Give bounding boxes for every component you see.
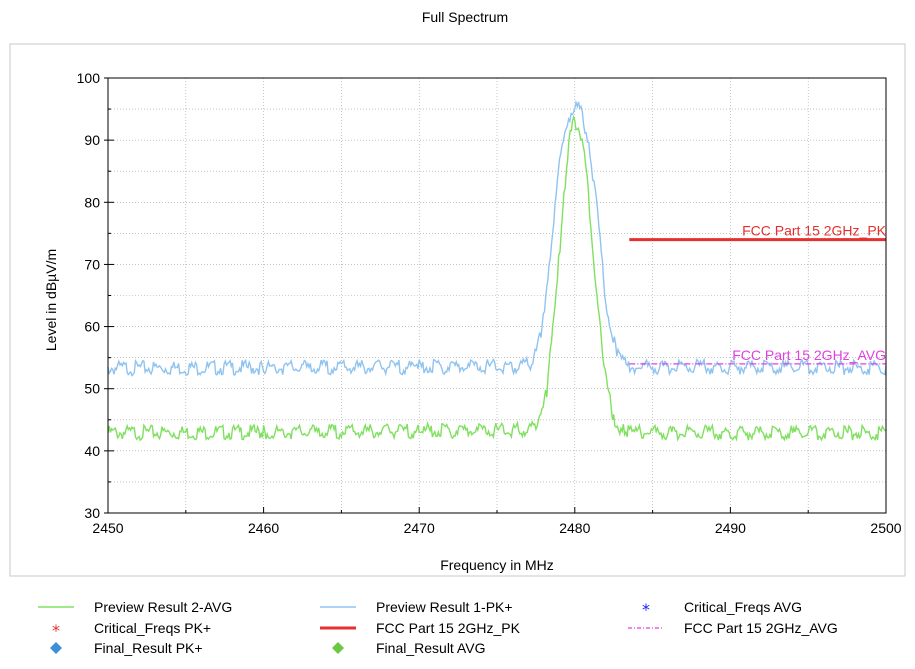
x-tick-label: 2460 bbox=[248, 520, 279, 536]
asterisk-icon: * bbox=[52, 621, 60, 640]
series-line-0 bbox=[107, 114, 887, 442]
y-tick-label: 40 bbox=[84, 443, 100, 459]
axes bbox=[104, 77, 887, 514]
x-tick-label: 2480 bbox=[559, 520, 590, 536]
y-tick-label: 100 bbox=[77, 70, 101, 86]
legend-label: Preview Result 1-PK+ bbox=[376, 599, 513, 615]
legend-item: FCC Part 15 2GHz_AVG bbox=[628, 620, 838, 636]
diamond-icon bbox=[332, 642, 344, 654]
limit-label-0: FCC Part 15 2GHz_PK bbox=[742, 223, 887, 239]
y-tick-label: 50 bbox=[84, 381, 100, 397]
x-tick-label: 2470 bbox=[404, 520, 435, 536]
legend-label: Critical_Freqs PK+ bbox=[94, 620, 211, 636]
y-tick-label: 70 bbox=[84, 256, 100, 272]
x-tick-label: 2500 bbox=[870, 520, 901, 536]
legend-item: Final_Result AVG bbox=[332, 640, 485, 656]
legend-label: Final_Result AVG bbox=[376, 640, 485, 656]
limit-label-1: FCC Part 15 2GHz_AVG bbox=[732, 347, 886, 363]
limit-labels: FCC Part 15 2GHz_PK FCC Part 15 2GHz_AVG bbox=[732, 223, 886, 363]
legend-item: * Critical_Freqs AVG bbox=[642, 599, 802, 619]
legend-item: Final_Result PK+ bbox=[50, 640, 203, 656]
legend-label: Critical_Freqs AVG bbox=[684, 599, 802, 615]
grid-lines bbox=[108, 78, 886, 513]
series-layer bbox=[107, 99, 887, 442]
y-tick-label: 60 bbox=[84, 319, 100, 335]
legend: Preview Result 2-AVG Preview Result 1-PK+… bbox=[38, 599, 838, 656]
legend-item: * Critical_Freqs PK+ bbox=[52, 620, 211, 640]
legend-item: FCC Part 15 2GHz_PK bbox=[320, 620, 521, 636]
legend-label: FCC Part 15 2GHz_AVG bbox=[684, 620, 838, 636]
legend-label: Final_Result PK+ bbox=[94, 640, 203, 656]
x-tick-label: 2450 bbox=[92, 520, 123, 536]
legend-label: Preview Result 2-AVG bbox=[94, 599, 232, 615]
asterisk-icon: * bbox=[642, 600, 650, 619]
y-axis-title: Level in dBµV/m bbox=[43, 249, 59, 351]
legend-label: FCC Part 15 2GHz_PK bbox=[376, 620, 521, 636]
y-tick-label: 80 bbox=[84, 194, 100, 210]
tick-labels: 2450 2460 2470 2480 2490 2500 30 40 50 60 70 80 90 10… bbox=[77, 70, 902, 536]
legend-item: Preview Result 1-PK+ bbox=[320, 599, 513, 615]
x-axis-title: Frequency in MHz bbox=[440, 557, 554, 573]
series-line-1 bbox=[107, 99, 887, 377]
y-tick-label: 90 bbox=[84, 132, 100, 148]
y-tick-label: 30 bbox=[84, 505, 100, 521]
legend-item: Preview Result 2-AVG bbox=[38, 599, 232, 615]
x-tick-label: 2490 bbox=[715, 520, 746, 536]
diamond-icon bbox=[50, 642, 62, 654]
chart-title: Full Spectrum bbox=[422, 9, 508, 25]
